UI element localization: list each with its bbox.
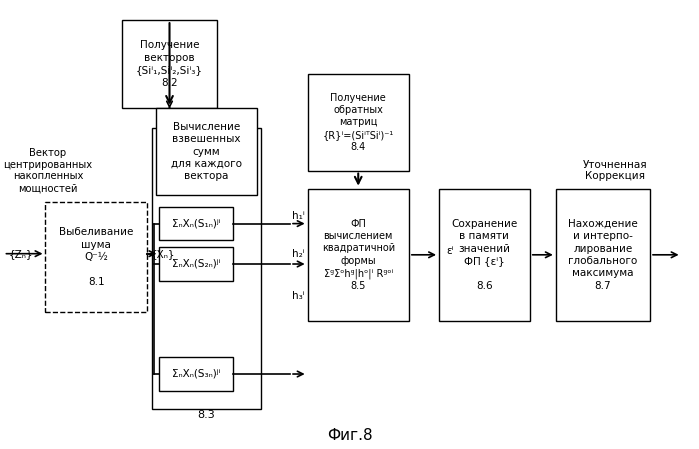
Text: Получение
обратных
матриц
{R}ⁱ=(SiⁱᵀSiⁱ)⁻¹
8.4: Получение обратных матриц {R}ⁱ=(SiⁱᵀSiⁱ)…	[323, 92, 394, 152]
Text: Вычисление
взвешенных
сумм
для каждого
вектора: Вычисление взвешенных сумм для каждого в…	[171, 122, 242, 181]
Text: Выбеливание
шума
Q⁻½

8.1: Выбеливание шума Q⁻½ 8.1	[59, 227, 134, 287]
Text: Нахождение
и интерпо-
лирование
глобального
максимума
8.7: Нахождение и интерпо- лирование глобальн…	[568, 219, 637, 291]
Text: ΣₙXₙ(S₂ₙ)ʲⁱ: ΣₙXₙ(S₂ₙ)ʲⁱ	[172, 259, 220, 269]
Text: Фиг.8: Фиг.8	[326, 428, 373, 443]
Text: 8.3: 8.3	[197, 410, 215, 420]
Text: ΣₙXₙ(S₃ₙ)ʲⁱ: ΣₙXₙ(S₃ₙ)ʲⁱ	[172, 369, 220, 379]
Text: ФП
вычислением
квадратичной
формы
ΣᵍΣᵒhᵍ|hᵒ|ⁱ Rᵍᵒⁱ
8.5: ФП вычислением квадратичной формы ΣᵍΣᵒhᵍ…	[322, 219, 395, 291]
Bar	[159, 207, 233, 240]
Text: h₁ⁱ: h₁ⁱ	[292, 211, 305, 221]
Bar	[556, 189, 650, 321]
Bar	[159, 247, 233, 281]
Text: Уточненная
Коррекция: Уточненная Коррекция	[583, 160, 647, 181]
Text: Получение
векторов
{Siⁱ₁,Siⁱ₂,Siⁱ₃}
8.2: Получение векторов {Siⁱ₁,Siⁱ₂,Siⁱ₃} 8.2	[136, 40, 203, 88]
Text: h₂ⁱ: h₂ⁱ	[292, 249, 305, 259]
Bar	[156, 108, 257, 195]
Bar	[439, 189, 530, 321]
Text: Вектор
центрированных
накопленных
мощностей: Вектор центрированных накопленных мощнос…	[3, 148, 93, 193]
Bar	[122, 20, 217, 108]
Text: {Zₙ}: {Zₙ}	[8, 249, 33, 259]
Text: Сохранение
в памяти
значений
ФП {εⁱ}

8.6: Сохранение в памяти значений ФП {εⁱ} 8.6	[452, 219, 517, 291]
Text: ΣₙXₙ(S₁ₙ)ʲⁱ: ΣₙXₙ(S₁ₙ)ʲⁱ	[172, 218, 220, 229]
Bar	[45, 202, 147, 312]
Bar	[308, 74, 409, 171]
Bar	[152, 128, 261, 409]
Text: εⁱ: εⁱ	[446, 247, 454, 256]
Bar	[308, 189, 409, 321]
Text: h₃ⁱ: h₃ⁱ	[292, 291, 305, 301]
Bar	[159, 357, 233, 391]
Text: {Xₙ}: {Xₙ}	[150, 249, 175, 259]
